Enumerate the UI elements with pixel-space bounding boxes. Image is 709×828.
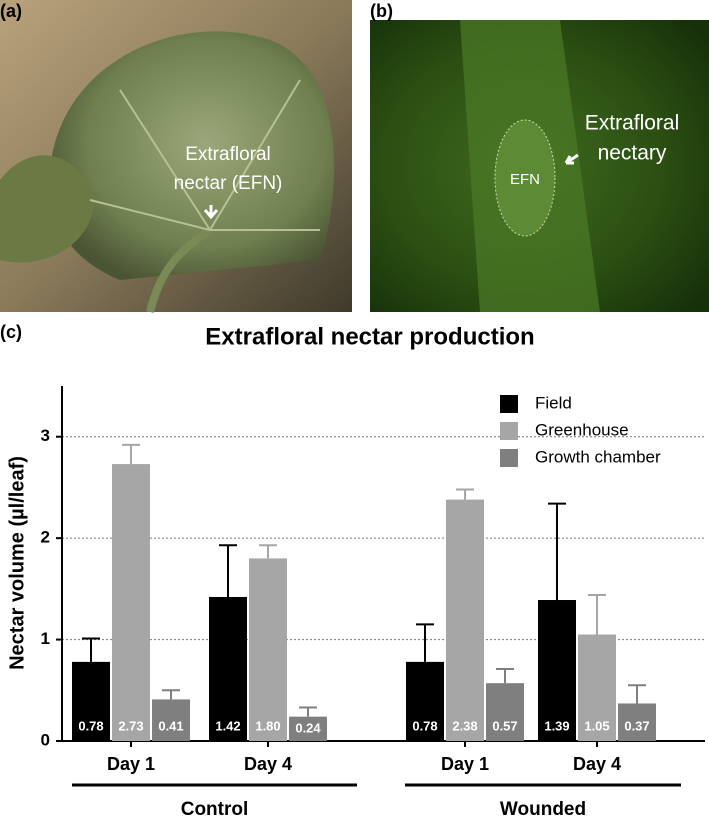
value-label: 0.78 (78, 718, 103, 733)
value-label: 0.78 (412, 718, 437, 733)
bar (112, 464, 150, 741)
panel-label: (b) (370, 1, 393, 21)
bar (289, 716, 327, 741)
x-tick-label: Day 1 (441, 754, 489, 774)
value-label: 2.73 (118, 718, 143, 733)
y-tick-label: 0 (41, 730, 50, 749)
bar (209, 596, 247, 741)
y-axis-label: Nectar volume (µl/leaf) (6, 456, 28, 670)
bar (538, 600, 576, 741)
value-label: 2.38 (452, 718, 477, 733)
panel-label: (c) (0, 322, 22, 342)
group-label: Control (181, 799, 249, 820)
legend-label: Field (535, 393, 572, 412)
legend-label: Growth chamber (535, 447, 661, 466)
legend-swatch (500, 449, 518, 467)
annotation: nectar (EFN) (174, 173, 283, 194)
bar (152, 699, 190, 741)
value-label: 0.57 (492, 718, 517, 733)
bar (249, 558, 287, 741)
bar (72, 661, 110, 741)
bar (406, 661, 444, 741)
annotation: nectary (598, 142, 667, 165)
value-label: 0.37 (624, 718, 649, 733)
bar (578, 634, 616, 741)
y-tick-label: 1 (41, 629, 50, 648)
y-tick-label: 3 (41, 426, 50, 445)
photo-b: (b) EFN Extrafloral nectary (370, 1, 709, 312)
value-label: 1.42 (215, 718, 240, 733)
value-label: 1.80 (255, 718, 280, 733)
value-label: 0.24 (295, 720, 321, 735)
x-tick-label: Day 4 (244, 754, 292, 774)
annotation: Extrafloral (185, 144, 271, 165)
bar (618, 703, 656, 741)
annotation: Extrafloral (585, 112, 680, 135)
panel-label: (a) (0, 1, 22, 21)
bar (446, 499, 484, 741)
group-label: Wounded (500, 799, 586, 820)
legend-label: Greenhouse (535, 420, 629, 439)
legend-swatch (500, 395, 518, 413)
x-tick-label: Day 1 (107, 754, 155, 774)
photo-a: (a) Extrafloral nectar (EFN) (0, 0, 352, 313)
chart-title: Extrafloral nectar production (205, 323, 534, 350)
bar (486, 683, 524, 741)
x-tick-label: Day 4 (573, 754, 621, 774)
value-label: 0.41 (158, 718, 183, 733)
inset-label: EFN (510, 171, 540, 188)
legend-swatch (500, 422, 518, 440)
value-label: 1.39 (544, 718, 569, 733)
value-label: 1.05 (584, 718, 609, 733)
y-tick-label: 2 (41, 528, 50, 547)
